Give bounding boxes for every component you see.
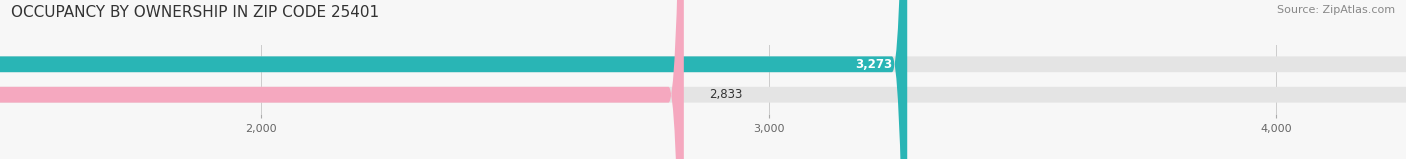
FancyBboxPatch shape <box>0 0 683 159</box>
FancyBboxPatch shape <box>0 0 907 159</box>
Text: 2,833: 2,833 <box>709 88 742 101</box>
Text: OCCUPANCY BY OWNERSHIP IN ZIP CODE 25401: OCCUPANCY BY OWNERSHIP IN ZIP CODE 25401 <box>11 5 380 20</box>
Text: 3,273: 3,273 <box>855 58 891 71</box>
Text: Source: ZipAtlas.com: Source: ZipAtlas.com <box>1277 5 1395 15</box>
